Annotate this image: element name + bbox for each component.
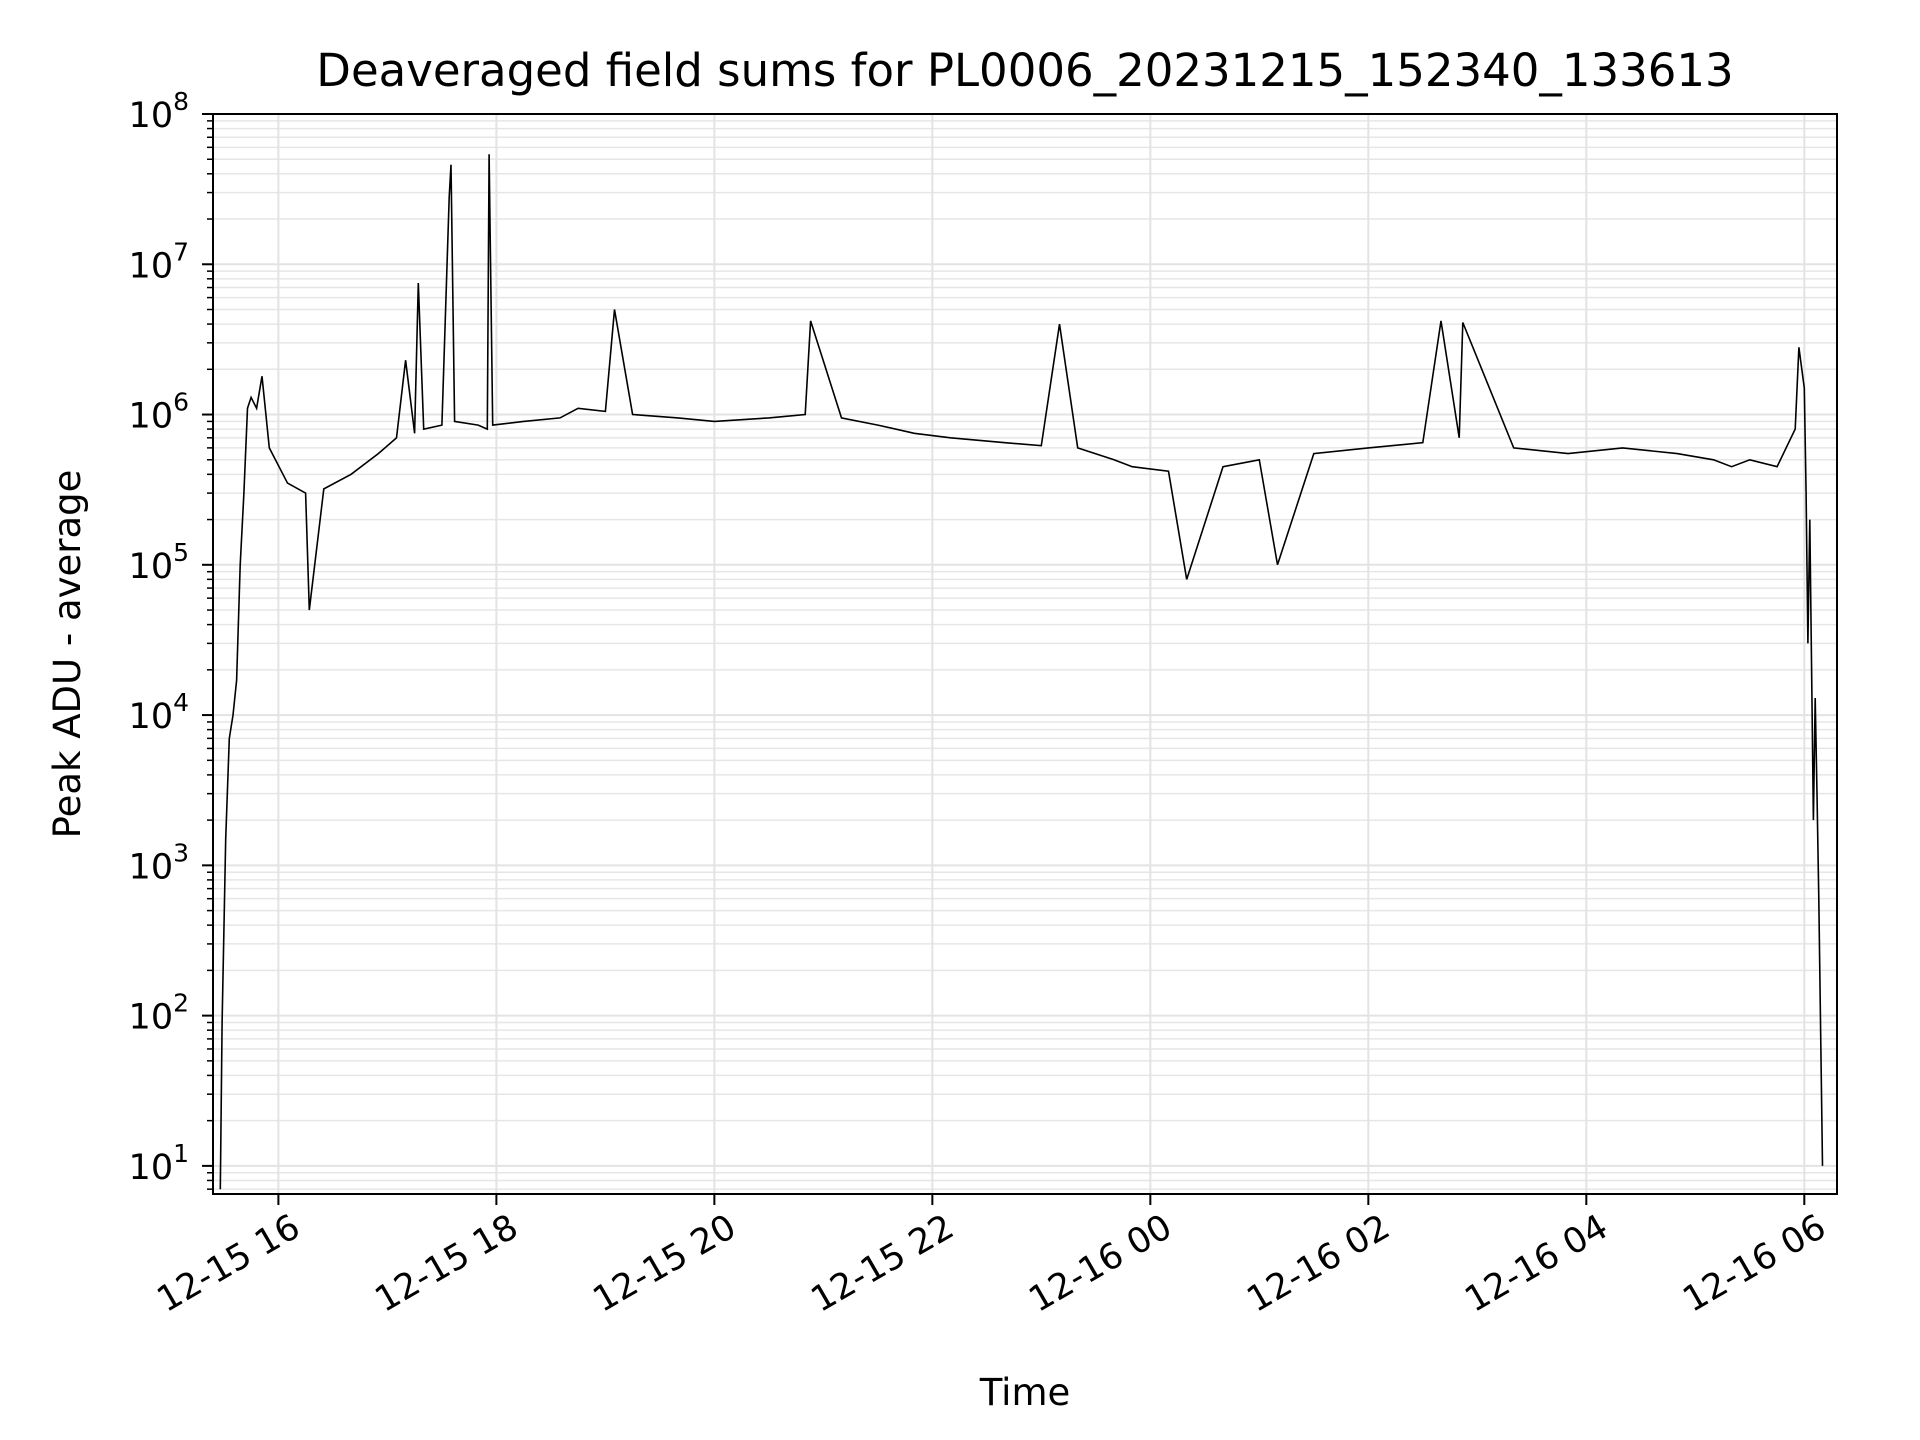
axes-frame — [212, 113, 1838, 1195]
y-tick-label: 108 — [129, 87, 189, 136]
series-line — [219, 154, 1824, 1190]
y-tick-label: 104 — [129, 688, 189, 737]
y-tick-label: 103 — [129, 838, 189, 887]
y-tick-label: 106 — [129, 388, 189, 437]
y-tick-label: 102 — [129, 989, 189, 1038]
y-tick-label: 101 — [129, 1139, 189, 1188]
x-axis-label: Time — [979, 1371, 1071, 1414]
grid — [213, 113, 1837, 1194]
plot-area — [219, 154, 1824, 1190]
y-axis-label: Peak ADU - average — [46, 470, 89, 839]
y-tick-label: 105 — [129, 538, 189, 587]
y-tick-label: 107 — [129, 237, 189, 286]
chart-title: Deaveraged field sums for PL0006_2023121… — [316, 44, 1733, 97]
y-axis: 101 102 103 104 105 106 107 108 — [129, 87, 213, 1190]
